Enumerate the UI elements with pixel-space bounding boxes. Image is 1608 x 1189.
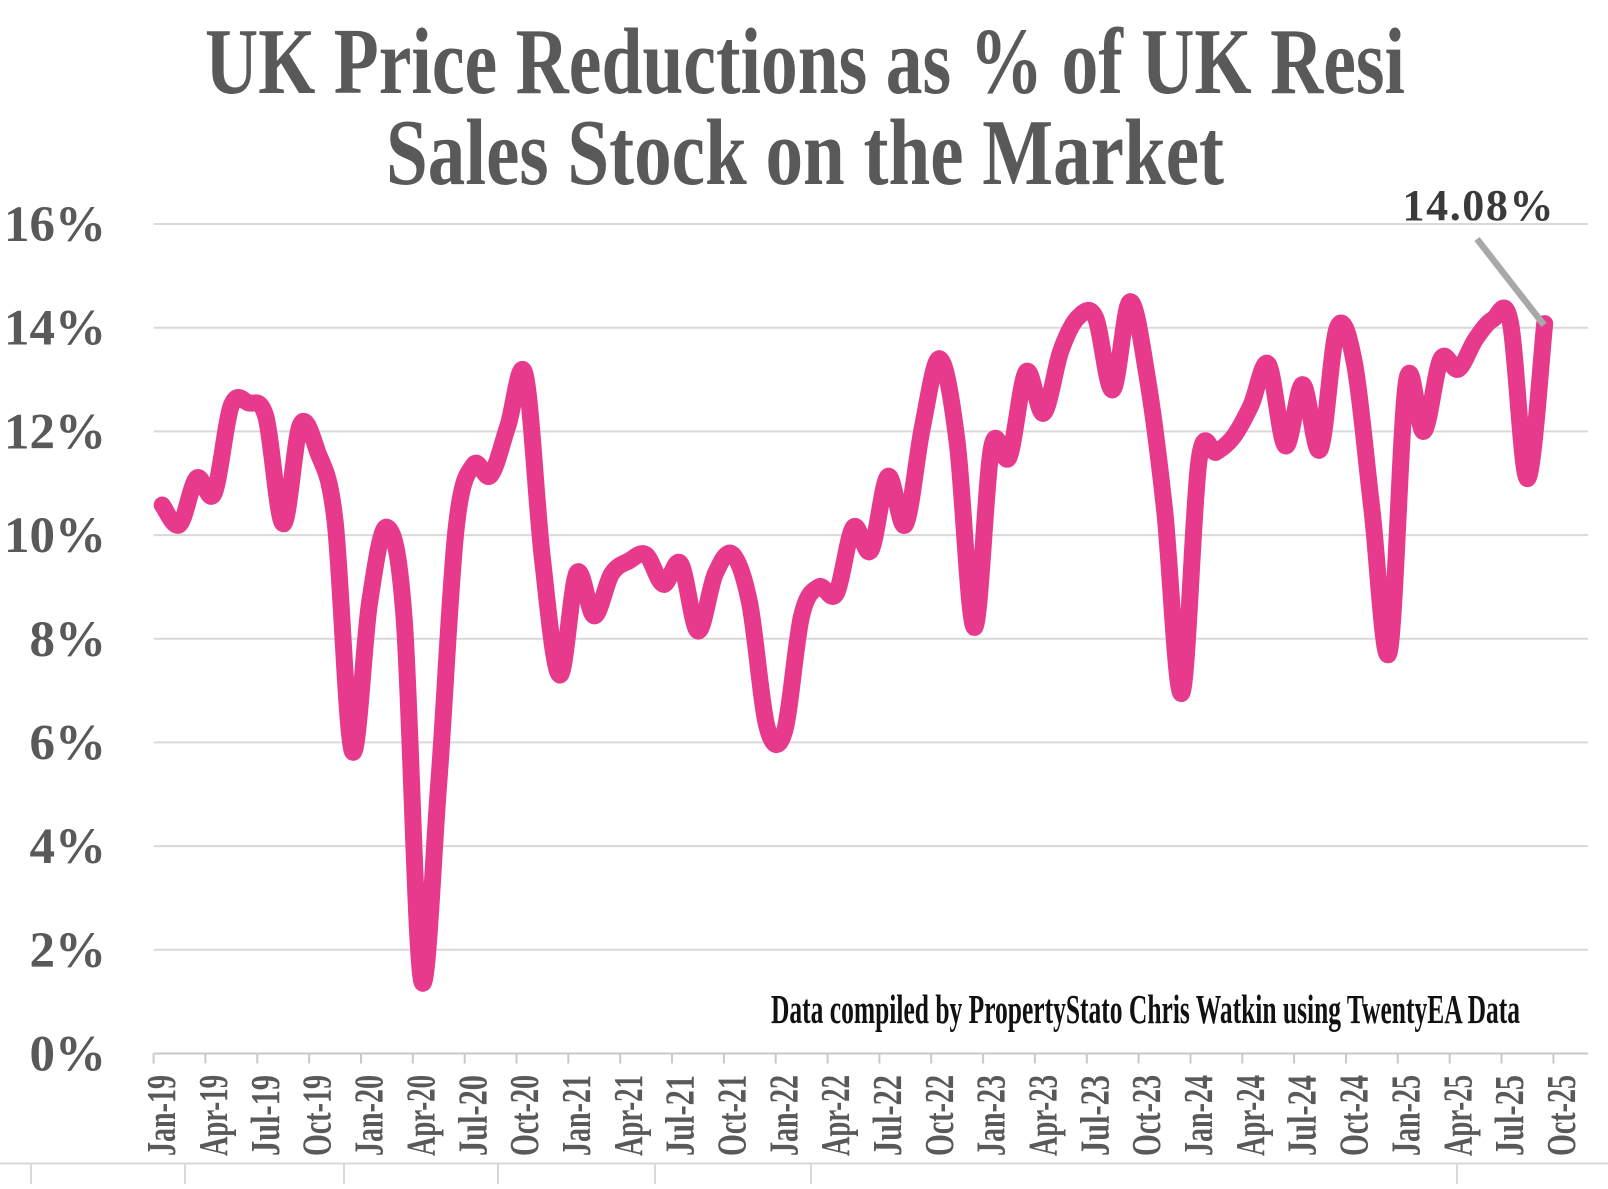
svg-text:UK Price Reductions as % of UK: UK Price Reductions as % of UK Resi (205, 10, 1405, 114)
svg-text:Oct-24: Oct-24 (1331, 1075, 1377, 1156)
svg-text:Sales Stock on the Market: Sales Stock on the Market (386, 101, 1224, 205)
svg-text:6%: 6% (30, 715, 107, 771)
svg-text:Jan-25: Jan-25 (1382, 1075, 1428, 1156)
svg-text:Jul-25: Jul-25 (1486, 1075, 1532, 1156)
svg-text:Jan-21: Jan-21 (553, 1075, 599, 1156)
svg-text:Jul-21: Jul-21 (657, 1075, 703, 1156)
svg-text:14.08%: 14.08% (1403, 181, 1554, 230)
svg-text:16%: 16% (4, 197, 106, 253)
svg-text:Jan-20: Jan-20 (346, 1075, 392, 1156)
svg-text:Jul-20: Jul-20 (449, 1075, 495, 1156)
svg-text:Apr-24: Apr-24 (1227, 1075, 1273, 1156)
svg-text:Oct-20: Oct-20 (501, 1075, 547, 1156)
svg-text:10%: 10% (4, 508, 106, 564)
svg-text:Oct-21: Oct-21 (709, 1075, 755, 1156)
svg-text:2%: 2% (30, 923, 107, 979)
svg-text:Jul-24: Jul-24 (1279, 1075, 1325, 1156)
svg-text:Jul-19: Jul-19 (242, 1075, 288, 1156)
svg-text:Apr-25: Apr-25 (1434, 1075, 1480, 1156)
svg-text:Data compiled by PropertyStato: Data compiled by PropertyStato Chris Wat… (771, 986, 1520, 1032)
svg-text:Jan-24: Jan-24 (1175, 1075, 1221, 1156)
svg-text:Jan-22: Jan-22 (760, 1075, 806, 1156)
svg-text:Apr-19: Apr-19 (190, 1075, 236, 1156)
svg-text:4%: 4% (30, 819, 107, 875)
svg-text:Apr-23: Apr-23 (1020, 1075, 1066, 1156)
svg-text:12%: 12% (4, 404, 106, 460)
svg-text:Jan-19: Jan-19 (138, 1075, 184, 1156)
svg-text:8%: 8% (30, 612, 107, 668)
svg-text:Oct-25: Oct-25 (1538, 1075, 1584, 1156)
svg-text:Jul-23: Jul-23 (1071, 1075, 1117, 1156)
svg-text:14%: 14% (4, 301, 106, 357)
svg-text:Apr-22: Apr-22 (812, 1075, 858, 1156)
svg-text:Apr-20: Apr-20 (397, 1075, 443, 1156)
svg-text:Jul-22: Jul-22 (864, 1075, 910, 1156)
svg-text:Oct-19: Oct-19 (294, 1075, 340, 1156)
svg-text:Apr-21: Apr-21 (605, 1075, 651, 1156)
svg-text:Jan-23: Jan-23 (968, 1075, 1014, 1156)
svg-text:Oct-23: Oct-23 (1123, 1075, 1169, 1156)
svg-text:0%: 0% (30, 1027, 107, 1083)
svg-text:Oct-22: Oct-22 (916, 1075, 962, 1156)
